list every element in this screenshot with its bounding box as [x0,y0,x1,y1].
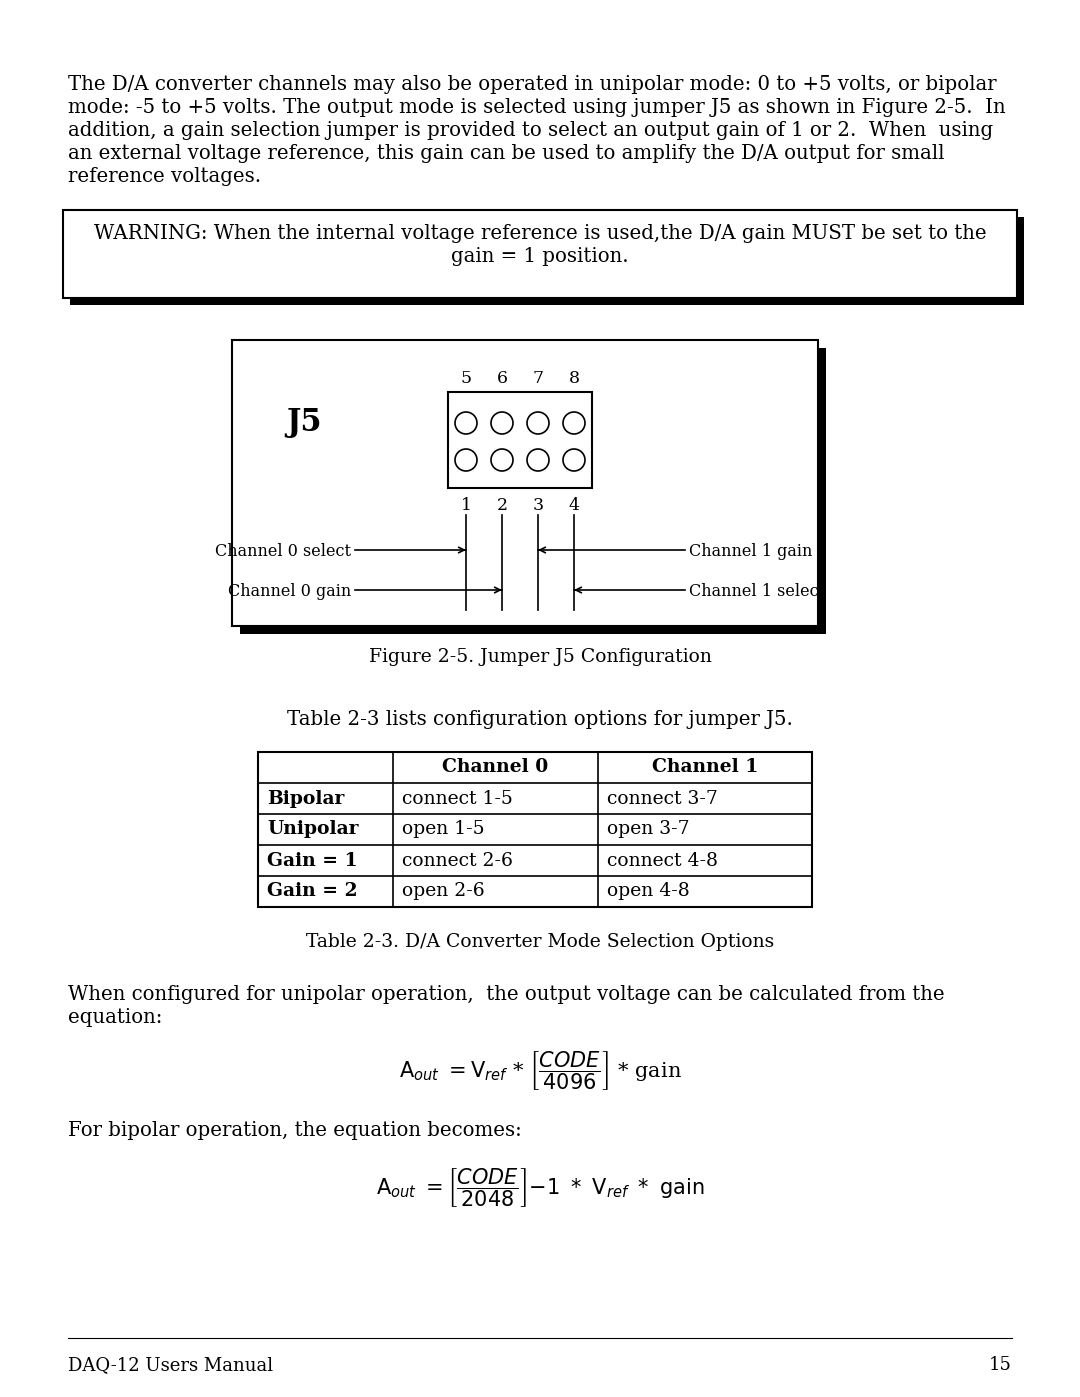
Text: DAQ-12 Users Manual: DAQ-12 Users Manual [68,1356,273,1375]
Text: reference voltages.: reference voltages. [68,168,261,186]
Text: 1: 1 [460,497,472,514]
Circle shape [491,412,513,434]
Polygon shape [258,752,812,907]
Text: Channel 0 select: Channel 0 select [215,543,351,560]
Text: connect 3-7: connect 3-7 [607,789,718,807]
Text: Figure 2-5. Jumper J5 Configuration: Figure 2-5. Jumper J5 Configuration [368,648,712,666]
Circle shape [491,448,513,471]
Text: Channel 1 select: Channel 1 select [689,584,825,601]
Text: Channel 0 gain: Channel 0 gain [228,584,351,601]
Text: Table 2-3 lists configuration options for jumper J5.: Table 2-3 lists configuration options fo… [287,710,793,729]
Text: 2: 2 [497,497,508,514]
Text: connect 1-5: connect 1-5 [402,789,513,807]
Circle shape [527,412,549,434]
Text: Channel 0: Channel 0 [443,759,549,777]
Polygon shape [448,393,592,488]
Text: open 1-5: open 1-5 [402,820,485,838]
Text: an external voltage reference, this gain can be used to amplify the D/A output f: an external voltage reference, this gain… [68,144,945,163]
Circle shape [455,448,477,471]
Text: J5: J5 [286,407,322,437]
Text: When configured for unipolar operation,  the output voltage can be calculated fr: When configured for unipolar operation, … [68,985,945,1004]
Text: 3: 3 [532,497,543,514]
Text: The D/A converter channels may also be operated in unipolar mode: 0 to +5 volts,: The D/A converter channels may also be o… [68,75,997,94]
Text: Channel 1 gain: Channel 1 gain [689,543,812,560]
Text: connect 4-8: connect 4-8 [607,852,718,869]
Circle shape [527,448,549,471]
Polygon shape [63,210,1017,298]
Text: 6: 6 [497,370,508,387]
Text: equation:: equation: [68,1009,162,1027]
Text: Channel 1: Channel 1 [652,759,758,777]
Text: $\mathrm{A}_{out}$ $= \mathrm{V}_{ref}$ * $\left[\dfrac{\mathit{CODE}}{4096}\rig: $\mathrm{A}_{out}$ $= \mathrm{V}_{ref}$ … [399,1049,681,1092]
Text: Gain = 2: Gain = 2 [267,883,357,901]
Text: 4: 4 [568,497,580,514]
Text: 7: 7 [532,370,543,387]
Polygon shape [70,217,1024,305]
Text: WARNING: When the internal voltage reference is used,the D/A gain MUST be set to: WARNING: When the internal voltage refer… [94,224,986,243]
Text: Table 2-3. D/A Converter Mode Selection Options: Table 2-3. D/A Converter Mode Selection … [306,933,774,951]
Circle shape [563,412,585,434]
Text: $\mathrm{A}_{out}$ $= \left[\dfrac{\mathit{CODE}}{2048}\right]$$- 1\ *\ \mathrm{: $\mathrm{A}_{out}$ $= \left[\dfrac{\math… [376,1166,704,1208]
Text: 8: 8 [568,370,580,387]
Polygon shape [240,348,826,634]
Text: addition, a gain selection jumper is provided to select an output gain of 1 or 2: addition, a gain selection jumper is pro… [68,122,994,140]
Text: gain = 1 position.: gain = 1 position. [451,247,629,265]
Text: Gain = 1: Gain = 1 [267,852,357,869]
Text: connect 2-6: connect 2-6 [402,852,513,869]
Circle shape [455,412,477,434]
Text: Bipolar: Bipolar [267,789,345,807]
Text: For bipolar operation, the equation becomes:: For bipolar operation, the equation beco… [68,1120,522,1140]
Text: Unipolar: Unipolar [267,820,359,838]
Text: 5: 5 [460,370,472,387]
Text: mode: -5 to +5 volts. The output mode is selected using jumper J5 as shown in Fi: mode: -5 to +5 volts. The output mode is… [68,98,1005,117]
Text: open 4-8: open 4-8 [607,883,690,901]
Circle shape [563,448,585,471]
Polygon shape [232,339,818,626]
Text: 15: 15 [989,1356,1012,1375]
Text: open 2-6: open 2-6 [402,883,485,901]
Text: open 3-7: open 3-7 [607,820,690,838]
